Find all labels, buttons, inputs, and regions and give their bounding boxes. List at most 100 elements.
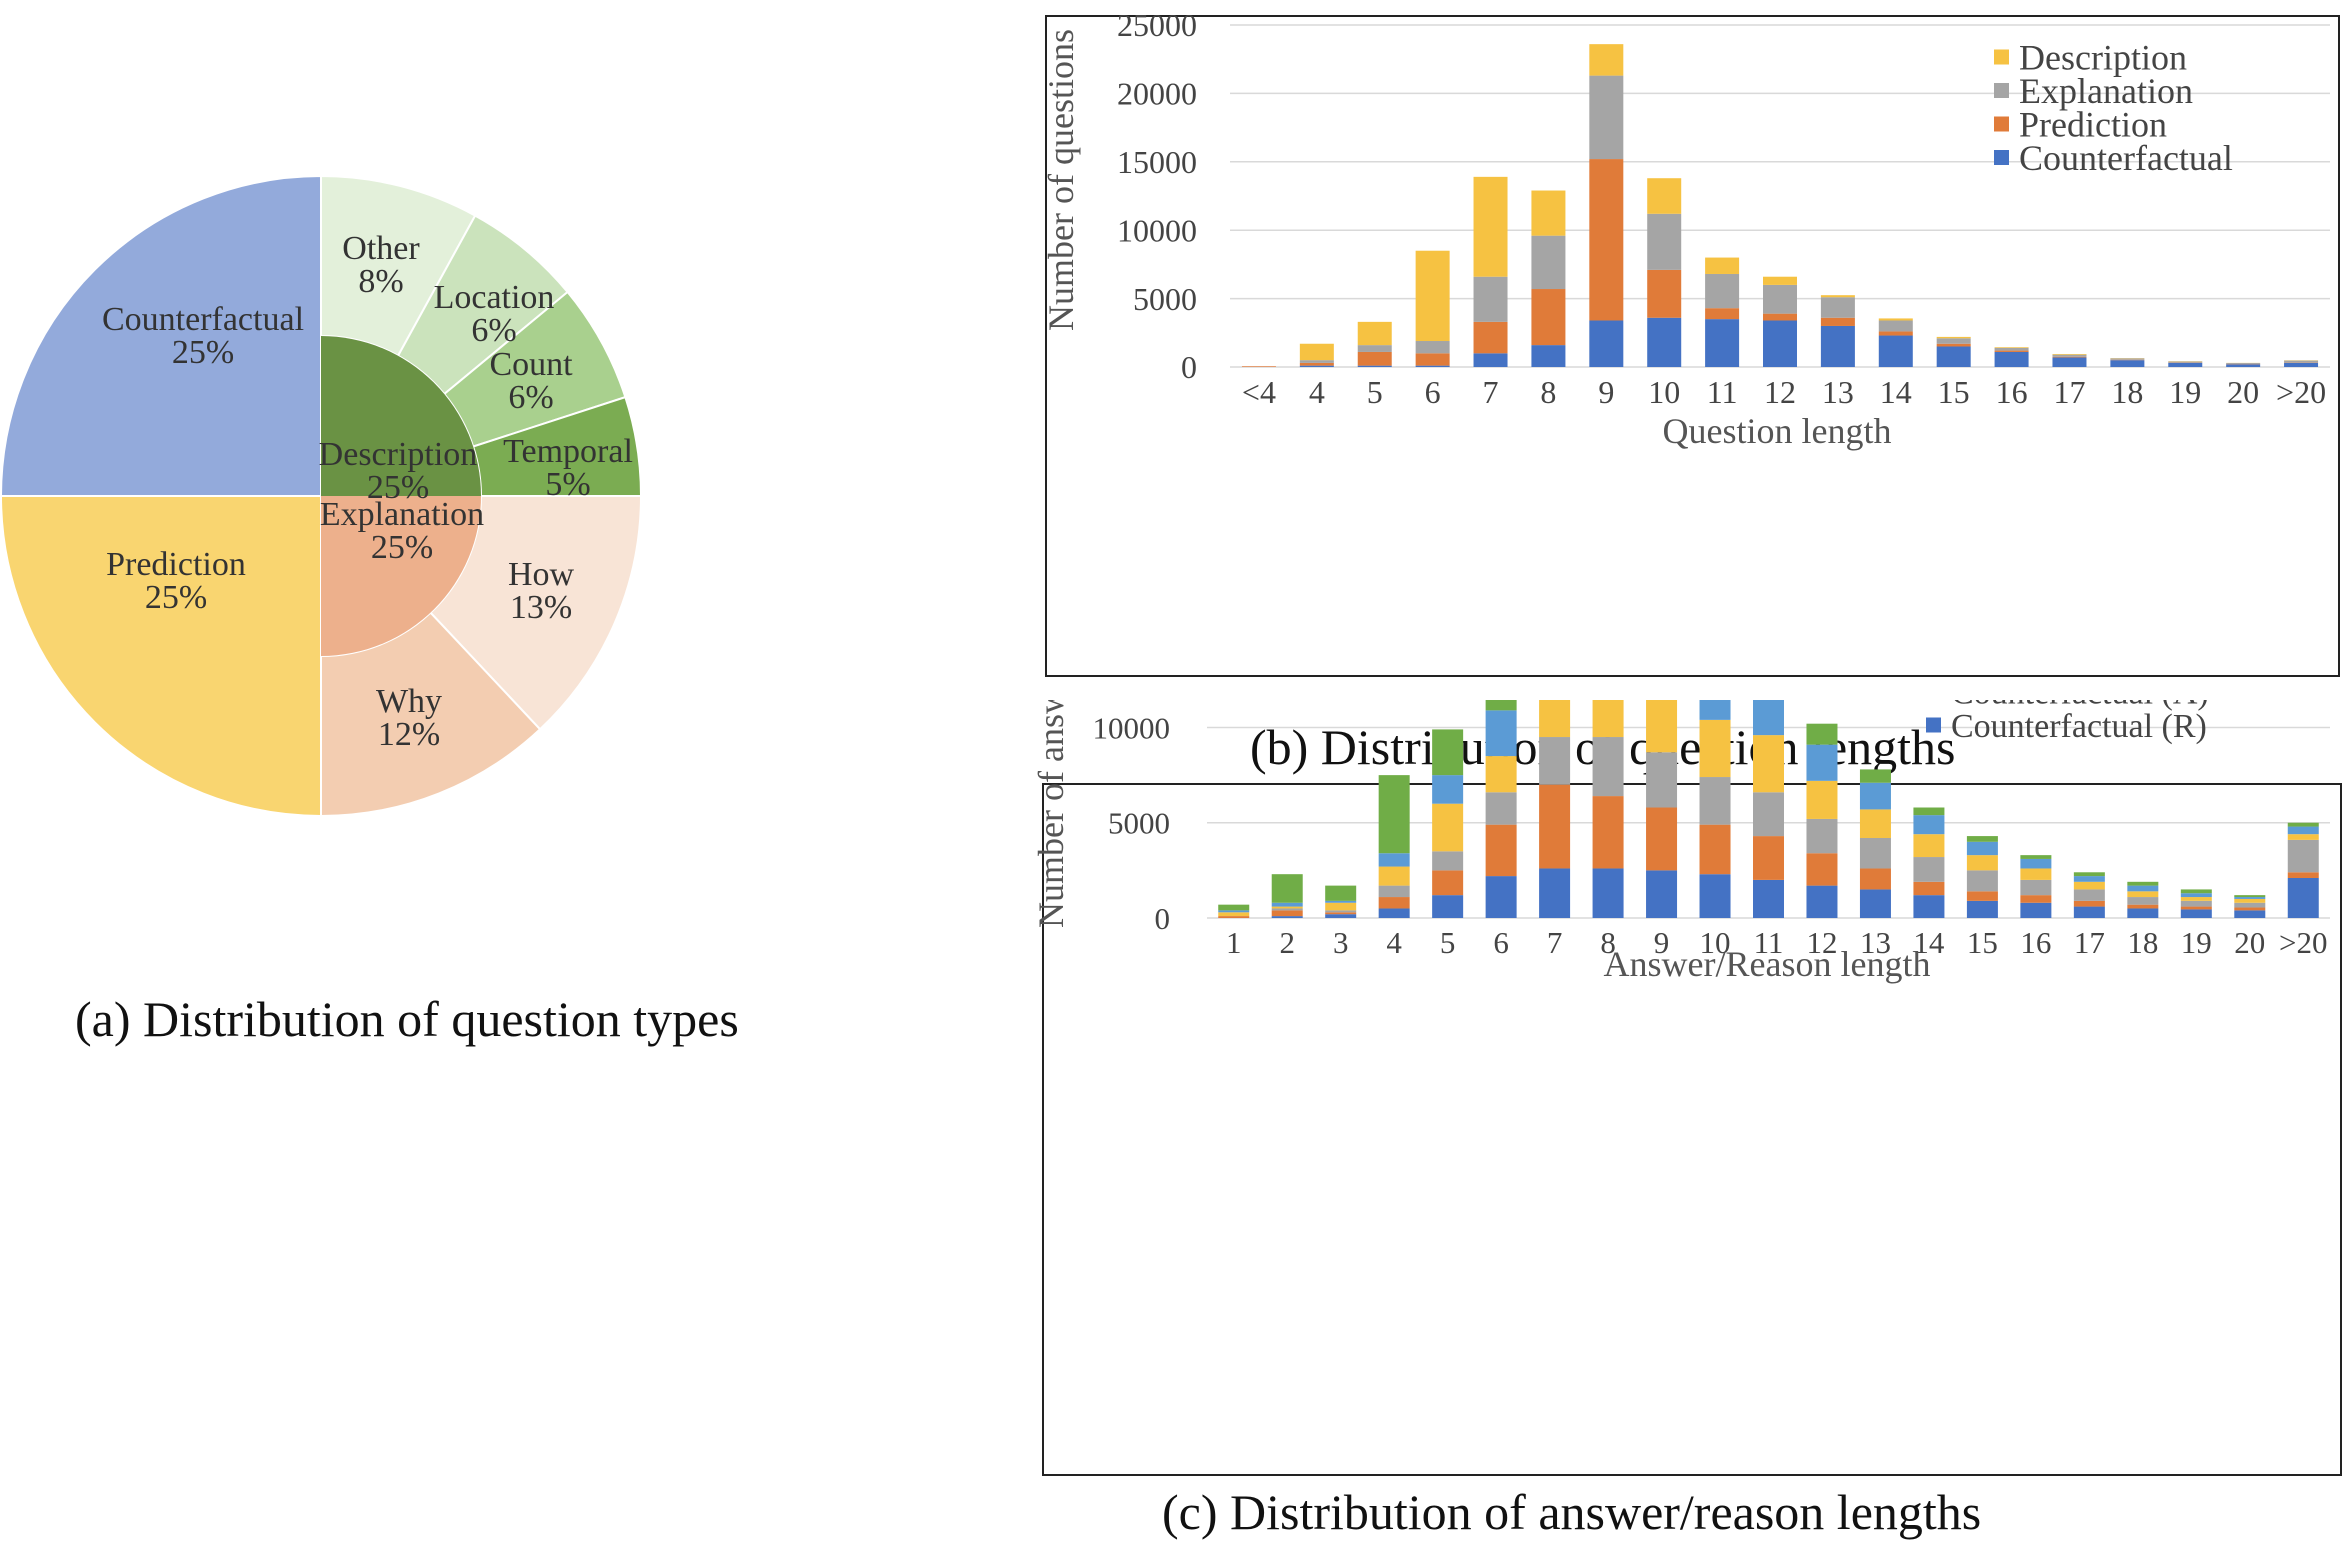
bar-counterfactual-r-17 <box>2073 906 2105 918</box>
bar-prediction-14 <box>1878 331 1913 336</box>
bar-counterfactual-16 <box>1994 351 2029 367</box>
bar-prediction-a-11 <box>1753 735 1784 793</box>
bar-explanation-8 <box>1531 235 1566 290</box>
bar-counterfactual-6 <box>1415 365 1450 367</box>
bar-prediction-r-7 <box>1539 737 1571 785</box>
x-tick-label: 4 <box>1309 374 1325 410</box>
x-tick-label: 16 <box>1996 374 2028 410</box>
legend-label-counterfactual-a: Counterfactual (A) <box>1951 700 2209 711</box>
bar-description-9 <box>1589 44 1624 76</box>
bar-counterfactual-a-5 <box>1432 870 1464 896</box>
pie-label-why: Why <box>376 683 442 720</box>
bar-prediction-4 <box>1241 366 1276 367</box>
x-tick-label: 5 <box>1440 925 1456 960</box>
bar-explanation-14 <box>1878 320 1913 332</box>
bar-counterfactual-r-11 <box>1753 879 1784 918</box>
bar-counterfactual-a-19 <box>2180 906 2212 910</box>
pie-label-other: Other <box>342 230 420 267</box>
bar-counterfactual-r-20 <box>2234 910 2266 918</box>
y-tick-label: 5000 <box>1133 281 1197 317</box>
bar-prediction-16 <box>1994 350 2029 352</box>
x-tick-label: 12 <box>1806 925 1837 960</box>
bar-prediction-a-6 <box>1485 756 1517 793</box>
x-tick-label: >20 <box>2276 374 2326 410</box>
bar-prediction-a-10 <box>1699 719 1731 778</box>
pie-pct-prediction: 25% <box>145 579 207 616</box>
bar-description-11 <box>1705 257 1740 274</box>
bar-counterfactual-a-20 <box>2234 907 2266 911</box>
bar-counterfactual-20 <box>2284 362 2319 367</box>
bar-explanation-11 <box>1705 273 1740 309</box>
bar-prediction-12 <box>1763 313 1797 321</box>
bar-prediction-r-13 <box>1859 837 1891 869</box>
bar-prediction-8 <box>1531 289 1566 346</box>
x-tick-label: 10 <box>1648 374 1680 410</box>
bar-explanation-7 <box>1473 276 1508 322</box>
bar-description-20 <box>2234 895 2266 898</box>
x-tick-label: 7 <box>1483 374 1499 410</box>
bar-explanation-9 <box>1589 75 1624 160</box>
x-tick-label: 16 <box>2020 925 2051 960</box>
bar-counterfactual-a-18 <box>2127 904 2159 909</box>
legend-label-counterfactual: Counterfactual <box>2019 138 2233 178</box>
bar-counterfactual-r-20 <box>2287 877 2319 918</box>
bar-counterfactual-a-1 <box>1218 916 1250 918</box>
bar-explanation-4 <box>1378 853 1410 867</box>
bar-prediction-a-13 <box>1859 809 1891 838</box>
bar-prediction-11 <box>1705 308 1740 320</box>
x-tick-label: 14 <box>1880 374 1912 410</box>
bar-counterfactual-11 <box>1705 319 1740 367</box>
bar-prediction-10 <box>1647 269 1682 318</box>
question-types-pie-chart: Counterfactual25%Prediction25%Descriptio… <box>0 175 643 818</box>
pie-pct-temporal: 5% <box>545 466 590 503</box>
bar-explanation-18 <box>2110 358 2145 360</box>
bar-prediction-4 <box>1299 362 1334 366</box>
bar-description-15 <box>1966 836 1998 842</box>
legend-swatch-counterfactual-r <box>1926 717 1941 733</box>
bar-description-10 <box>1647 178 1682 214</box>
bar-prediction-a-9 <box>1646 700 1678 753</box>
bar-explanation-12 <box>1806 744 1838 781</box>
bar-prediction-r-16 <box>2020 879 2052 896</box>
pie-pct-counterfactual: 25% <box>172 334 234 371</box>
bar-counterfactual-r-10 <box>1699 874 1731 918</box>
bar-explanation-1 <box>1218 910 1250 913</box>
x-tick-label: 6 <box>1425 374 1441 410</box>
bar-counterfactual-a-13 <box>1859 868 1891 890</box>
bar-prediction-a-19 <box>2180 897 2212 901</box>
bar-counterfactual-7 <box>1473 353 1508 367</box>
bar-counterfactual-a-17 <box>2073 900 2105 907</box>
bar-description-2 <box>1271 874 1303 903</box>
x-tick-label: 17 <box>2074 925 2105 960</box>
pie-slice-explanation <box>321 496 481 656</box>
bar-counterfactual-a-15 <box>1966 891 1998 901</box>
y-axis-title: Number of answers/reasons <box>1031 700 1071 928</box>
pie-label-prediction: Prediction <box>106 546 246 583</box>
x-axis-title: Answer/Reason length <box>1604 944 1931 984</box>
bar-explanation-12 <box>1763 284 1797 314</box>
x-tick-label: 19 <box>2181 925 2212 960</box>
bar-explanation-17 <box>2073 876 2105 882</box>
x-tick-label: 20 <box>2227 374 2259 410</box>
bar-counterfactual-a-12 <box>1806 853 1838 886</box>
bar-prediction-a-16 <box>2020 868 2052 880</box>
pie-slice-counterfactual <box>0 175 322 497</box>
bar-prediction-a-15 <box>1966 855 1998 871</box>
bar-prediction-r-11 <box>1753 792 1784 837</box>
bar-description-14 <box>1913 807 1945 816</box>
legend-label-explanation: Explanation <box>2019 71 2193 111</box>
bar-counterfactual-5 <box>1357 365 1392 367</box>
bar-explanation-15 <box>1936 338 1971 344</box>
question-length-bar-chart: 0 5000 10000 15000 20000 25000 <4 4 5 6 7 8 9 10 11 12 1… <box>1041 7 2330 451</box>
y-tick-label: 10000 <box>1093 710 1171 745</box>
bar-counterfactual-14 <box>1878 335 1913 367</box>
pie-label-how: How <box>508 556 575 593</box>
pie-pct-explanation: 25% <box>371 529 433 566</box>
bar-prediction-r-20 <box>2287 839 2319 873</box>
answer-length-caption: (c) Distribution of answer/reason length… <box>1162 1484 1982 1540</box>
legend-swatch-explanation <box>1994 83 2009 98</box>
bar-counterfactual-20 <box>2226 364 2261 367</box>
bar-counterfactual-a-11 <box>1753 836 1784 880</box>
legend-swatch-counterfactual <box>1994 150 2009 165</box>
bar-counterfactual-a-14 <box>1913 881 1945 896</box>
